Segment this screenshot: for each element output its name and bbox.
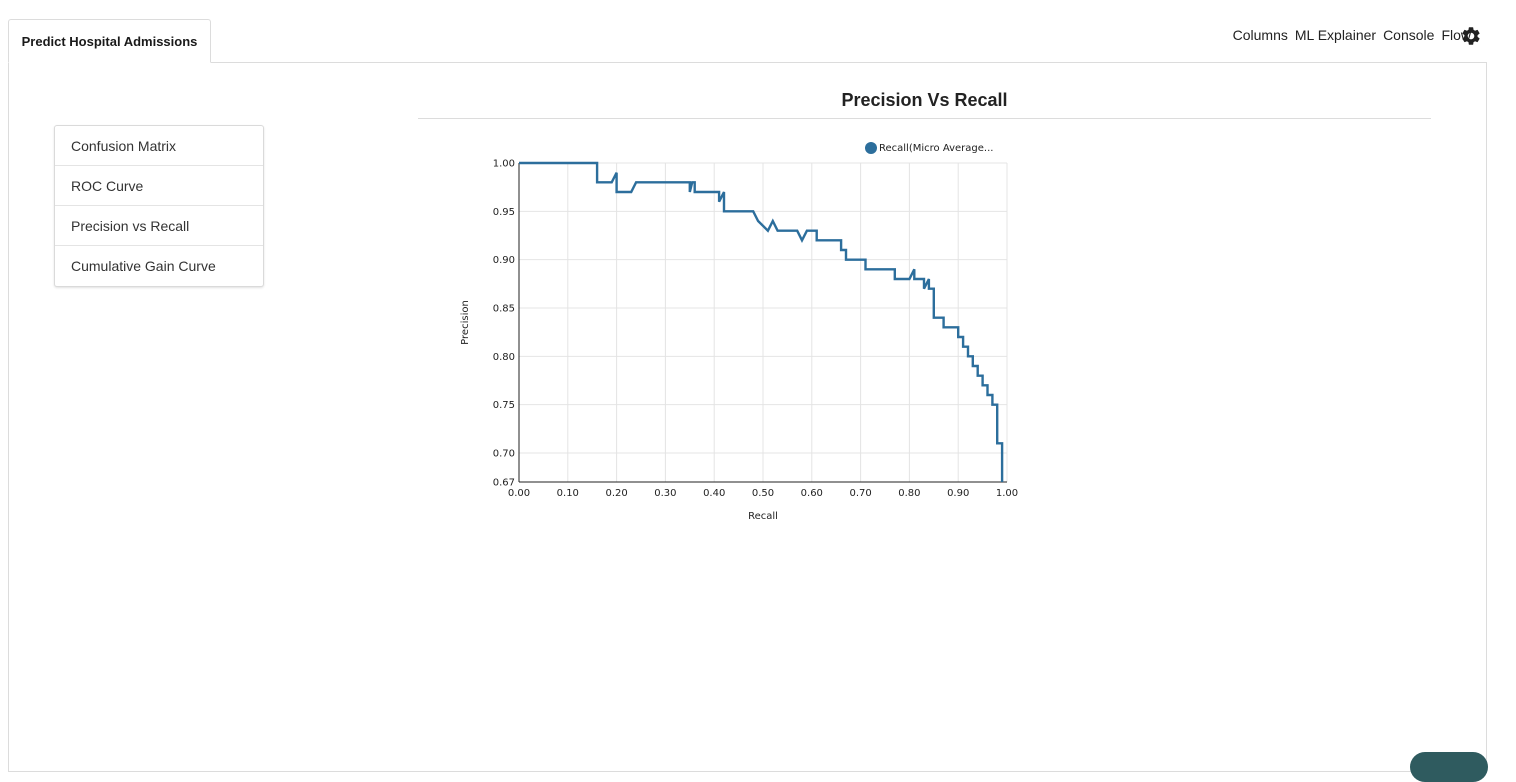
menu-item-roc-curve[interactable]: ROC Curve: [55, 166, 263, 206]
y-tick-label: 0.85: [493, 304, 515, 315]
chart-title: Precision Vs Recall: [841, 90, 1008, 110]
x-tick-label: 1.00: [996, 488, 1018, 499]
y-tick-label: 0.90: [493, 255, 515, 266]
x-tick-label: 0.80: [898, 488, 920, 499]
x-tick-label: 0.10: [557, 488, 579, 499]
top-nav: Columns ML Explainer Console Flow: [1233, 27, 1471, 43]
series-line: [519, 161, 1004, 482]
tab-predict-hospital-admissions[interactable]: Predict Hospital Admissions: [8, 19, 211, 63]
gear-icon[interactable]: [1460, 25, 1482, 47]
x-tick-label: 0.30: [654, 488, 676, 499]
x-tick-label: 0.00: [508, 488, 530, 499]
x-tick-label: 0.20: [605, 488, 627, 499]
help-button[interactable]: [1410, 752, 1488, 782]
chart-menu: Confusion Matrix ROC Curve Precision vs …: [54, 125, 264, 287]
legend-label: Recall(Micro Average...: [879, 143, 993, 154]
y-tick-label: 0.70: [493, 449, 515, 460]
y-tick-label: 0.67: [493, 478, 515, 489]
x-tick-label: 0.40: [703, 488, 725, 499]
precision-recall-chart: 0.00 0.10 0.20 0.30 0.40 0.50 0.60 0.70 0.80 0.90…: [460, 142, 1018, 522]
menu-item-confusion-matrix[interactable]: Confusion Matrix: [55, 126, 263, 166]
x-tick-label: 0.70: [849, 488, 871, 499]
x-tick-label: 0.50: [752, 488, 774, 499]
x-tick-label: 0.90: [947, 488, 969, 499]
nav-columns-link[interactable]: Columns: [1232, 27, 1288, 43]
x-axis-label: Recall: [748, 511, 778, 522]
chart-divider: [418, 118, 1431, 119]
y-tick-label: 0.80: [493, 352, 515, 363]
x-tick-label: 0.60: [801, 488, 823, 499]
menu-item-precision-vs-recall[interactable]: Precision vs Recall: [55, 206, 263, 246]
tab-label: Predict Hospital Admissions: [21, 33, 198, 49]
y-tick-label: 1.00: [493, 159, 515, 170]
nav-ml-explainer-link[interactable]: ML Explainer: [1294, 27, 1377, 43]
menu-item-cumulative-gain-curve[interactable]: Cumulative Gain Curve: [71, 258, 216, 274]
y-tick-label: 0.95: [493, 207, 515, 218]
nav-console-link[interactable]: Console: [1383, 27, 1435, 43]
y-axis-label: Precision: [460, 300, 471, 345]
y-tick-label: 0.75: [493, 400, 515, 411]
legend-marker: [865, 142, 877, 154]
